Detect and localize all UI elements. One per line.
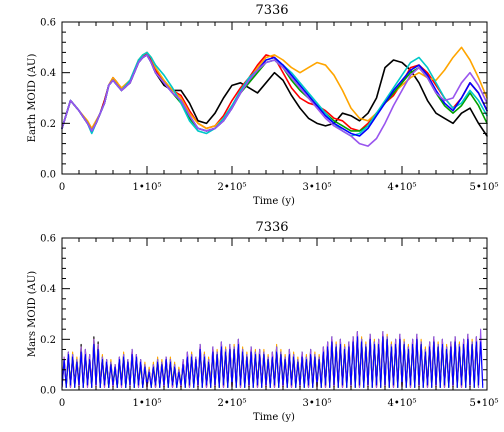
mars-x-axis-label: Time (y)	[253, 412, 295, 423]
mars-x-tick-label: 4•10⁵	[388, 398, 417, 409]
mars-y-tick-label: 0.6	[40, 234, 56, 245]
mars-y-axis-label: Mars MOID (AU)	[27, 271, 38, 357]
earth-plot-frame	[61, 21, 488, 175]
earth-moid-chart: 7336 0.0 0.2 0.4 0.6 0 1•10⁵ 2•10⁵ 3•10⁵…	[27, 3, 499, 207]
earth-y-tick-label: 0.4	[40, 68, 56, 79]
mars-chart-title: 7336	[255, 220, 288, 235]
mars-x-tick-label: 2•10⁵	[218, 398, 247, 409]
earth-y-tick-label: 0.0	[40, 170, 56, 181]
mars-plot-frame	[61, 237, 488, 391]
mars-x-tick-label: 0	[59, 398, 65, 409]
earth-y-tick-label: 0.2	[40, 119, 56, 130]
earth-x-tick-label: 4•10⁵	[388, 182, 417, 193]
mars-axis-ticks	[61, 237, 488, 391]
mars-series-line-5	[61, 328, 484, 389]
mars-y-tick-label: 0.2	[40, 335, 56, 346]
earth-x-tick-label: 1•10⁵	[133, 182, 162, 193]
earth-x-tick-label: 5•10⁵	[470, 182, 499, 193]
earth-x-axis-label: Time (y)	[253, 196, 295, 207]
mars-x-tick-label: 1•10⁵	[133, 398, 162, 409]
mars-x-tick-label: 3•10⁵	[303, 398, 332, 409]
earth-series-line-1	[61, 54, 488, 137]
earth-series-line-7	[61, 54, 488, 147]
earth-y-axis-label: Earth MOID (AU)	[27, 54, 38, 143]
mars-series-group	[61, 328, 484, 389]
mars-moid-chart: 7336 0.0 0.2 0.4 0.6 0 1•10⁵ 2•10⁵ 3•10⁵…	[27, 220, 499, 423]
mars-y-tick-label: 0.0	[40, 386, 56, 397]
mars-series-line-6	[61, 336, 484, 389]
earth-series-line-6	[61, 54, 488, 137]
earth-x-tick-label: 0	[59, 182, 65, 193]
earth-chart-title: 7336	[255, 3, 288, 18]
earth-y-tick-label: 0.6	[40, 18, 56, 29]
earth-series-group	[61, 46, 488, 147]
earth-series-line-5	[61, 51, 488, 137]
earth-x-tick-label: 3•10⁵	[303, 182, 332, 193]
mars-x-tick-label: 5•10⁵	[470, 398, 499, 409]
earth-axis-ticks	[61, 21, 488, 175]
mars-y-tick-label: 0.4	[40, 284, 56, 295]
earth-x-tick-label: 2•10⁵	[218, 182, 247, 193]
